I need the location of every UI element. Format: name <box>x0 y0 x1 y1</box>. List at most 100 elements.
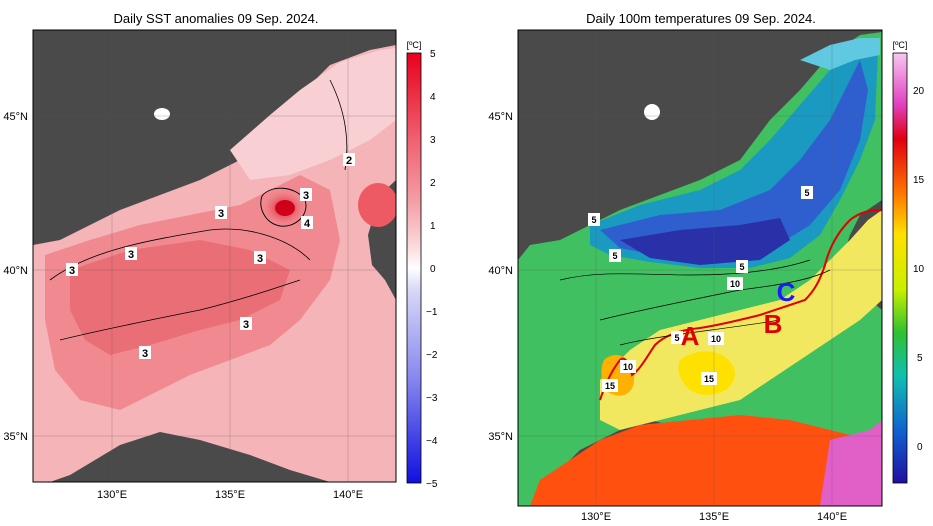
right-colorbar-unit: [ºC] <box>893 40 908 50</box>
svg-text:3: 3 <box>257 253 263 265</box>
svg-text:20: 20 <box>913 86 925 97</box>
lon-label-130e: 130°E <box>97 489 127 501</box>
hot-coastal-water <box>530 415 882 506</box>
contour-label: 10 <box>727 277 743 290</box>
island <box>154 108 170 120</box>
svg-text:3: 3 <box>303 190 309 202</box>
grid <box>33 30 396 482</box>
right-panel-title: Daily 100m temperatures 09 Sep. 2024. <box>586 11 816 26</box>
left-colorbar-ticks: 5 4 3 2 1 0 −1 −2 −3 −4 −5 <box>426 49 438 490</box>
contour-label: 10 <box>620 360 636 373</box>
contour-line <box>59 279 301 341</box>
right-map-frame <box>517 29 883 507</box>
anomaly-3c-core <box>70 240 290 355</box>
marker-a: A <box>681 321 700 351</box>
lon-label-135e: 135°E <box>215 489 245 501</box>
svg-text:−4: −4 <box>426 436 438 447</box>
svg-text:4: 4 <box>430 92 436 103</box>
left-colorbar <box>406 52 422 484</box>
contour-label: 3 <box>139 346 151 360</box>
marker-b: B <box>764 309 783 339</box>
coldest-water <box>620 218 790 265</box>
svg-text:1: 1 <box>430 221 436 232</box>
contour-label: 2 <box>343 153 355 167</box>
svg-text:5: 5 <box>430 49 436 60</box>
svg-text:−5: −5 <box>426 479 438 490</box>
svg-text:3: 3 <box>128 249 134 261</box>
svg-text:5: 5 <box>612 251 617 261</box>
svg-text:5: 5 <box>591 215 596 225</box>
svg-text:0: 0 <box>917 442 923 453</box>
contour-label: 5 <box>588 213 600 226</box>
contour-label: 5 <box>671 331 683 344</box>
left-contour-labels: 2 3 3 4 3 3 3 3 3 <box>66 153 355 360</box>
lon-label-135e: 135°E <box>699 511 729 523</box>
shelf-water <box>800 38 880 70</box>
lat-label-45n: 45°N <box>3 111 28 123</box>
svg-text:5: 5 <box>917 353 923 364</box>
svg-text:10: 10 <box>730 279 740 289</box>
lat-label-35n: 35°N <box>3 431 28 443</box>
contour-line <box>559 259 811 281</box>
contour-label: 3 <box>300 188 312 202</box>
contour-line <box>49 228 311 281</box>
contour-label: 3 <box>125 247 137 261</box>
contour-label: 15 <box>602 379 618 392</box>
marker-c: C <box>777 277 796 307</box>
contour-label: 5 <box>736 260 748 273</box>
east-warm-spot <box>358 183 396 227</box>
svg-text:10: 10 <box>623 362 633 372</box>
svg-text:2: 2 <box>346 155 352 167</box>
contour-line <box>260 187 307 227</box>
svg-text:0: 0 <box>430 264 436 275</box>
very-hot-water <box>820 420 882 506</box>
svg-text:−2: −2 <box>426 350 438 361</box>
svg-text:3: 3 <box>243 319 249 331</box>
svg-text:5: 5 <box>674 333 679 343</box>
grid <box>518 30 882 506</box>
lat-label-45n: 45°N <box>488 111 513 123</box>
north-low-anomaly <box>230 48 396 180</box>
svg-text:2: 2 <box>430 178 436 189</box>
cold-water-core <box>600 60 868 262</box>
svg-text:15: 15 <box>913 175 925 186</box>
svg-text:−3: −3 <box>426 393 438 404</box>
svg-text:5: 5 <box>804 188 809 198</box>
contour-label: 4 <box>301 216 313 230</box>
svg-text:5: 5 <box>739 262 744 272</box>
right-map <box>518 30 882 506</box>
left-colorbar-unit: [ºC] <box>407 40 422 50</box>
left-map <box>33 30 396 482</box>
svg-text:4: 4 <box>304 218 311 230</box>
contour-label: 3 <box>240 317 252 331</box>
right-contour-labels: 5 5 5 5 10 5 10 10 15 15 <box>588 186 813 392</box>
svg-text:3: 3 <box>69 265 75 277</box>
contour-line <box>599 269 831 321</box>
svg-text:15: 15 <box>704 374 714 384</box>
svg-text:15: 15 <box>605 381 615 391</box>
left-map-frame <box>32 29 397 483</box>
lon-label-130e: 130°E <box>581 511 611 523</box>
svg-text:3: 3 <box>430 135 436 146</box>
lon-label-140e: 140°E <box>333 489 363 501</box>
contour-label: 5 <box>801 186 813 199</box>
hotspot-core <box>275 200 295 216</box>
contour-label: 3 <box>66 263 78 277</box>
svg-text:−1: −1 <box>426 307 438 318</box>
left-panel-title: Daily SST anomalies 09 Sep. 2024. <box>114 11 319 26</box>
lat-label-40n: 40°N <box>488 265 513 277</box>
island <box>644 104 660 120</box>
lat-label-35n: 35°N <box>488 431 513 443</box>
svg-text:3: 3 <box>142 348 148 360</box>
svg-text:10: 10 <box>711 334 721 344</box>
right-colorbar-ticks: 20 15 10 5 0 <box>913 86 925 453</box>
contour-line <box>619 319 781 346</box>
right-colorbar <box>892 52 908 484</box>
contour-label: 15 <box>701 372 717 385</box>
svg-text:10: 10 <box>913 264 925 275</box>
contour-label: 3 <box>254 251 266 265</box>
contour-label: 5 <box>609 249 621 262</box>
lon-label-140e: 140°E <box>817 511 847 523</box>
contour-label: 3 <box>215 206 227 220</box>
